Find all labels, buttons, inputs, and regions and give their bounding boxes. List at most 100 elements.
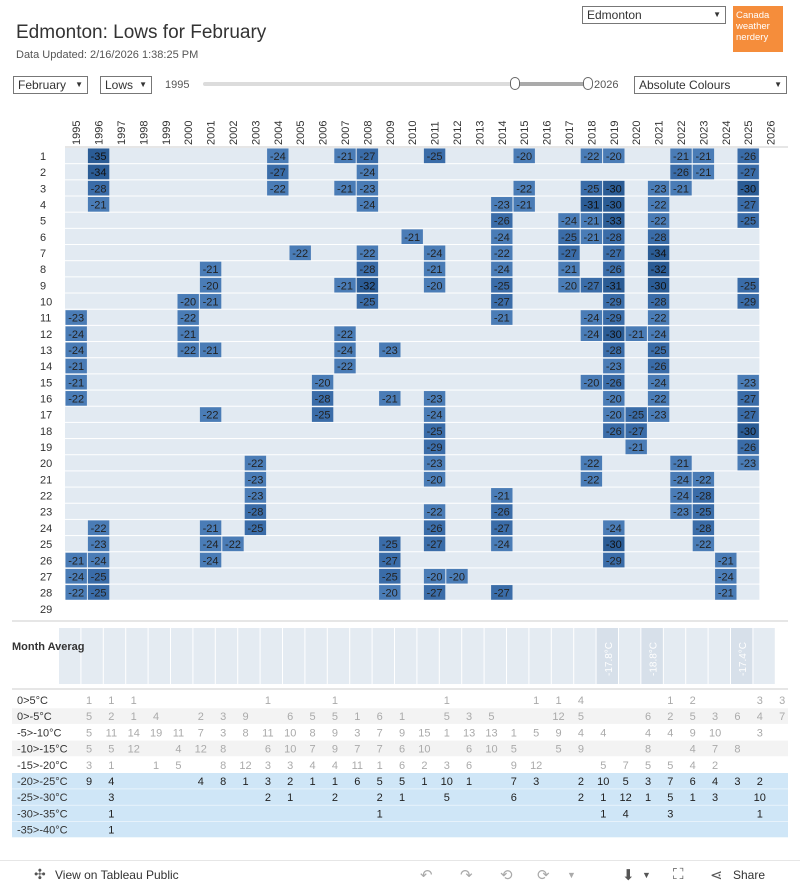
share-icon[interactable]: ⋖ (710, 867, 723, 884)
year-label: 2007 (340, 121, 352, 145)
bucket-count: 10 (441, 776, 453, 788)
bucket-count: 5 (108, 744, 114, 756)
chevron-down-icon[interactable]: ▼ (567, 870, 576, 880)
year-range-slider[interactable] (203, 82, 591, 86)
bucket-count: 1 (421, 776, 427, 788)
heat-cell (379, 568, 401, 584)
bucket-count: 6 (466, 744, 472, 756)
heat-cell (558, 245, 580, 261)
heat-cell-value: -24 (427, 248, 443, 260)
day-label: 12 (40, 329, 52, 341)
bucket-count: 19 (150, 727, 162, 739)
tableau-footer: ✣ View on Tableau Public ↶ ↷ ⟲ ⟳ ▼ ⬇ ▼ ⛶… (0, 860, 800, 888)
heat-cell-value: -27 (606, 248, 622, 260)
heat-cell-value: -25 (427, 151, 443, 163)
colour-mode-dropdown[interactable]: Absolute Colours ▼ (634, 76, 787, 94)
bucket-count: 9 (511, 760, 517, 772)
year-label: 2009 (385, 121, 397, 145)
bucket-count: 5 (511, 744, 517, 756)
heat-cell-value: -22 (695, 474, 711, 486)
heat-cell (401, 229, 423, 245)
share-button[interactable]: Share (733, 868, 766, 882)
heat-cell-value: -26 (494, 507, 510, 519)
heat-cell (670, 148, 692, 164)
heat-cell (580, 213, 603, 228)
heat-cell-value: -24 (583, 313, 599, 325)
fullscreen-icon[interactable]: ⛶ (673, 866, 684, 883)
bucket-count: 11 (106, 727, 117, 739)
bucket-label: 0>5°C (17, 695, 48, 707)
bucket-count: 3 (444, 760, 450, 772)
bucket-count: 12 (552, 711, 564, 723)
heat-cell-value: -28 (606, 345, 622, 357)
bucket-count: 1 (600, 792, 606, 804)
heat-cell (715, 585, 737, 600)
average-value-label: -18.8°C (649, 642, 660, 676)
year-label: 2024 (721, 121, 733, 145)
heat-cell-value: -24 (494, 232, 510, 244)
bucket-count: 6 (354, 776, 360, 788)
heat-cell-value: -24 (651, 329, 667, 341)
bucket-count: 5 (86, 711, 92, 723)
heat-cell (603, 180, 625, 196)
heat-cell (199, 261, 222, 277)
bucket-count: 6 (399, 760, 405, 772)
heat-cell-value: -30 (606, 183, 622, 195)
bucket-label: -30>-35°C (17, 808, 68, 820)
heat-cell-value: -23 (359, 183, 375, 195)
heat-cell (580, 148, 603, 164)
heat-cell-value: -22 (337, 361, 353, 373)
slider-end-handle[interactable] (583, 77, 593, 90)
heat-cell-value: -28 (247, 507, 263, 519)
heat-cell (65, 585, 87, 600)
heat-cell (491, 261, 513, 277)
bucket-count: 2 (332, 792, 338, 804)
month-dropdown-value: February (18, 78, 67, 92)
bucket-count: 6 (265, 744, 271, 756)
heat-cell (558, 277, 580, 293)
heat-cell (87, 536, 110, 552)
heat-cell-value: -28 (695, 491, 711, 503)
undo-icon[interactable]: ↶ (420, 867, 433, 884)
heat-cell-value: -20 (180, 297, 196, 309)
heat-cell-value: -22 (651, 313, 667, 325)
average-bar-background (215, 628, 238, 684)
heat-cell-value: -24 (494, 264, 510, 276)
heat-cell-value: -22 (695, 539, 711, 551)
city-dropdown[interactable]: Edmonton ▼ (582, 6, 726, 24)
slider-start-handle[interactable] (510, 77, 520, 90)
bucket-count: 7 (354, 744, 360, 756)
year-label: 2005 (295, 121, 307, 145)
heat-cell-value: -27 (494, 297, 510, 309)
bucket-count: 1 (511, 727, 517, 739)
bucket-count: 8 (645, 744, 651, 756)
chevron-down-icon[interactable]: ▼ (642, 870, 651, 880)
heat-cell-value: -28 (359, 264, 375, 276)
heat-cell (423, 277, 446, 293)
view-on-tableau-link[interactable]: View on Tableau Public (55, 868, 179, 882)
refresh-icon[interactable]: ⟳ (537, 867, 550, 884)
heat-cell-value: -30 (740, 426, 756, 438)
bucket-count: 5 (533, 727, 539, 739)
bucket-count: 1 (332, 776, 338, 788)
heat-cell-value: -28 (315, 394, 331, 406)
bucket-count: 5 (377, 776, 383, 788)
year-label: 2021 (654, 121, 666, 145)
bucket-count: 4 (175, 744, 181, 756)
bucket-count: 8 (310, 727, 316, 739)
heat-cell-value: -22 (270, 183, 286, 195)
heat-cell-value: -25 (91, 588, 107, 600)
heat-cell (603, 374, 625, 390)
heat-cell (603, 407, 625, 422)
bucket-count: 9 (86, 776, 92, 788)
revert-icon[interactable]: ⟲ (500, 867, 513, 884)
bucket-count: 3 (108, 792, 114, 804)
download-icon[interactable]: ⬇ (622, 867, 635, 884)
site-logo[interactable]: Canada weather nerdery (733, 6, 783, 52)
heat-cell (647, 277, 670, 293)
redo-icon[interactable]: ↷ (460, 867, 473, 884)
measure-dropdown[interactable]: Lows ▼ (100, 76, 152, 94)
bucket-count: 3 (86, 760, 92, 772)
bucket-count: 1 (399, 711, 405, 723)
month-dropdown[interactable]: February ▼ (13, 76, 88, 94)
